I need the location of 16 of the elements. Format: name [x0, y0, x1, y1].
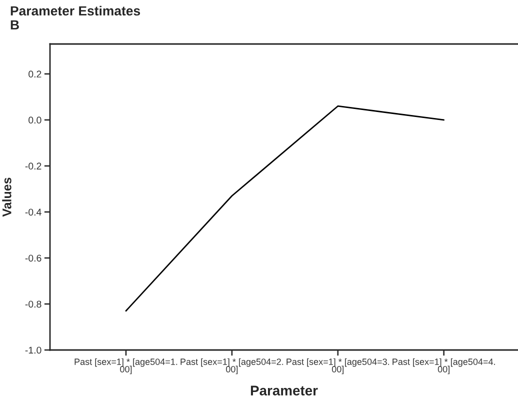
chart-subtitle: B — [10, 20, 19, 30]
y-tick-label: 0.0 — [28, 116, 42, 124]
line-series — [125, 105, 445, 312]
chart-title: Parameter Estimates — [10, 6, 140, 16]
y-tick-label: -1.0 — [25, 346, 42, 354]
y-tick-label: -0.2 — [25, 162, 42, 170]
y-tick-label: -0.6 — [25, 254, 42, 262]
y-tick-label: -0.8 — [25, 300, 42, 308]
x-tick-label: Past [sex=1] * [age504=1. 00] — [74, 358, 178, 374]
x-tick-label: Past [sex=1] * [age504=4. 00] — [392, 358, 495, 374]
x-tick-label: Past [sex=1] * [age504=3. 00] — [286, 358, 390, 374]
x-tick-label: Past [sex=1] * [age504=2. 00] — [180, 358, 284, 374]
y-axis-title: Values — [2, 178, 12, 217]
x-axis-title: Parameter — [250, 386, 318, 396]
y-tick-label: 0.2 — [28, 70, 42, 78]
y-tick-label: -0.4 — [25, 208, 42, 216]
